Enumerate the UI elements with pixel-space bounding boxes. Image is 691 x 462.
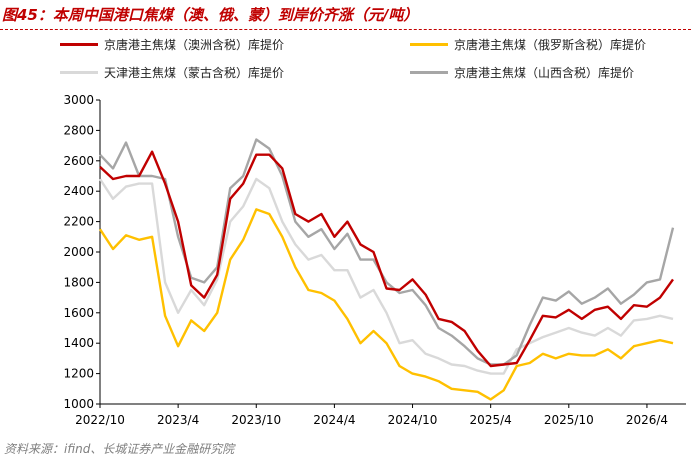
x-tick-label: 2025/4 [470, 413, 512, 427]
legend-label-russia: 京唐港主焦煤（俄罗斯含税）库提价 [454, 38, 647, 52]
y-tick-label: 1800 [63, 275, 94, 289]
y-tick-label: 1000 [63, 397, 94, 411]
chart-legend: 京唐港主焦煤（澳洲含税）库提价 京唐港主焦煤（俄罗斯含税）库提价 天津港主焦煤（… [0, 0, 691, 100]
title-divider [0, 29, 691, 30]
legend-item-russia: 京唐港主焦煤（俄罗斯含税）库提价 [410, 36, 646, 53]
source-note: 资料来源：ifind、长城证券产业金融研究院 [4, 442, 235, 456]
x-tick-label: 2025/10 [544, 413, 594, 427]
y-tick-label: 3000 [63, 93, 94, 107]
legend-swatch-russia [410, 43, 448, 46]
x-tick-label: 2024/10 [388, 413, 438, 427]
legend-item-shanxi: 京唐港主焦煤（山西含税）库提价 [410, 64, 634, 81]
legend-item-australia: 京唐港主焦煤（澳洲含税）库提价 [60, 36, 284, 53]
legend-label-australia: 京唐港主焦煤（澳洲含税）库提价 [104, 38, 285, 52]
chart-title: 图45：本周中国港口焦煤（澳、俄、蒙）到岸价齐涨（元/吨） [2, 6, 419, 24]
x-tick-label: 2024/4 [313, 413, 355, 427]
legend-item-mongolia: 天津港主焦煤（蒙古含税）库提价 [60, 64, 284, 81]
x-tick-label: 2023/10 [231, 413, 281, 427]
series-line-mongolia [98, 177, 674, 375]
y-tick-label: 2200 [63, 215, 94, 229]
legend-swatch-mongolia [60, 71, 98, 74]
legend-swatch-australia [60, 43, 98, 46]
y-tick-label: 1400 [63, 336, 94, 350]
series-line-russia [98, 208, 674, 401]
x-tick-label: 2023/4 [157, 413, 199, 427]
y-tick-label: 2400 [63, 184, 94, 198]
legend-label-mongolia: 天津港主焦煤（蒙古含税）库提价 [104, 66, 285, 80]
series-line-shanxi [99, 138, 675, 366]
y-tick-label: 1600 [63, 306, 94, 320]
series-line-australia [99, 150, 674, 368]
legend-label-shanxi: 京唐港主焦煤（山西含税）库提价 [454, 66, 635, 80]
y-tick-label: 2800 [63, 123, 94, 137]
legend-swatch-shanxi [410, 71, 448, 74]
y-tick-label: 2600 [63, 154, 94, 168]
y-tick-label: 2000 [63, 245, 94, 259]
x-tick-label: 2022/10 [75, 413, 125, 427]
y-tick-label: 1200 [63, 367, 94, 381]
x-tick-label: 2026/4 [626, 413, 668, 427]
